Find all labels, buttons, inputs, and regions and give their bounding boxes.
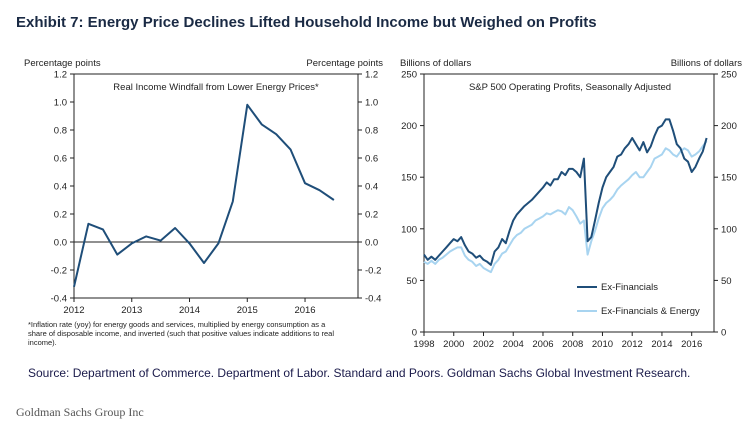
- x-tick-label: 2013: [121, 305, 142, 316]
- right-chart-title: S&P 500 Operating Profits, Seasonally Ad…: [469, 82, 671, 93]
- x-tick-label: 2006: [532, 339, 553, 350]
- credit-line: Goldman Sachs Group Inc: [16, 405, 144, 419]
- y-tick-label-right: 0.8: [365, 126, 378, 137]
- x-tick-label: 2012: [63, 305, 84, 316]
- y-tick-label-right: 0: [721, 328, 726, 339]
- y-tick-label-left: 0.6: [54, 154, 67, 165]
- series-line-real-income-windfall: [73, 103, 335, 288]
- y-tick-label-right: 0.6: [365, 154, 378, 165]
- y-tick-label-left: 100: [401, 224, 417, 235]
- x-tick-label: 2004: [503, 339, 524, 350]
- y-tick-label-right: 200: [721, 121, 737, 132]
- x-tick-label: 1998: [413, 339, 434, 350]
- y-tick-label-right: 0.2: [365, 210, 378, 221]
- right-plot-frame: [423, 73, 715, 333]
- y-tick-label-left: -0.4: [51, 294, 67, 305]
- y-tick-label-left: 50: [406, 276, 417, 287]
- y-tick-label-left: 200: [401, 121, 417, 132]
- y-tick-label-right: -0.2: [365, 266, 381, 277]
- y-tick-label-left: 1.0: [54, 98, 67, 109]
- series-line-ex-financials: [423, 118, 708, 266]
- x-tick-label: 2014: [179, 305, 200, 316]
- y-tick-label-left: 0: [412, 328, 417, 339]
- legend-label-ex-financials-energy: Ex-Financials & Energy: [601, 306, 700, 317]
- left-ylabel-left: Percentage points: [24, 58, 101, 69]
- x-tick-label: 2016: [681, 339, 702, 350]
- x-tick-label: 2012: [622, 339, 643, 350]
- x-tick-label: 2008: [562, 339, 583, 350]
- x-tick-label: 2016: [294, 305, 315, 316]
- right-legend: Ex-Financials Ex-Financials & Energy: [577, 282, 700, 317]
- y-tick-label-left: 250: [401, 70, 417, 81]
- left-footnote: *Inflation rate (yoy) for energy goods a…: [28, 320, 336, 347]
- y-tick-label-left: 1.2: [54, 70, 67, 81]
- source-note: Source: Department of Commerce. Departme…: [28, 366, 691, 380]
- y-tick-label-right: 50: [721, 276, 732, 287]
- y-tick-label-left: 150: [401, 173, 417, 184]
- y-tick-label-left: 0.2: [54, 210, 67, 221]
- y-tick-label-left: 0.4: [54, 182, 67, 193]
- left-chart-title: Real Income Windfall from Lower Energy P…: [113, 82, 319, 93]
- right-ylabel-left: Billions of dollars: [400, 58, 472, 69]
- left-chart-panel: Percentage points Percentage points Real…: [24, 58, 383, 347]
- legend-label-ex-financials: Ex-Financials: [601, 282, 658, 293]
- y-tick-label-right: 100: [721, 224, 737, 235]
- y-tick-label-right: 1.0: [365, 98, 378, 109]
- y-tick-label-right: 0.4: [365, 182, 378, 193]
- y-tick-label-right: 0.0: [365, 238, 378, 249]
- x-tick-label: 2014: [651, 339, 672, 350]
- x-tick-label: 2010: [592, 339, 613, 350]
- y-tick-label-right: -0.4: [365, 294, 381, 305]
- x-tick-label: 2015: [237, 305, 258, 316]
- y-tick-label-right: 150: [721, 173, 737, 184]
- y-tick-label-left: 0.8: [54, 126, 67, 137]
- y-tick-label-right: 1.2: [365, 70, 378, 81]
- right-ylabel-right: Billions of dollars: [671, 58, 743, 69]
- x-tick-label: 2000: [443, 339, 464, 350]
- right-chart-panel: Billions of dollars Billions of dollars …: [400, 58, 742, 350]
- left-ylabel-right: Percentage points: [306, 58, 383, 69]
- y-tick-label-left: -0.2: [51, 266, 67, 277]
- series-line-ex-financials-energy: [423, 140, 708, 274]
- exhibit-title: Exhibit 7: Energy Price Declines Lifted …: [16, 14, 597, 31]
- y-tick-label-right: 250: [721, 70, 737, 81]
- y-tick-label-left: 0.0: [54, 238, 67, 249]
- left-plot-frame: [73, 73, 359, 299]
- x-tick-label: 2002: [473, 339, 494, 350]
